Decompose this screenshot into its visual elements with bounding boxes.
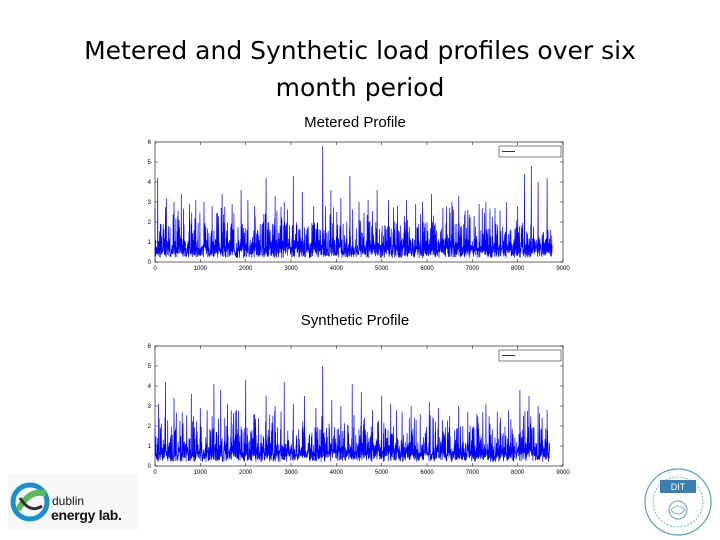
y-tick-label: 2	[148, 220, 152, 226]
x-tick-label: 3000	[284, 470, 298, 476]
y-tick-label: 1	[148, 240, 152, 246]
dit-seal-logo-icon: DIT	[644, 468, 712, 536]
x-tick-label: 2000	[239, 470, 253, 476]
y-tick-label: 3	[148, 200, 152, 206]
legend-box	[498, 145, 562, 158]
x-tick-label: 5000	[375, 470, 389, 476]
y-tick-label: 0	[148, 260, 152, 266]
x-tick-label: 8000	[511, 266, 525, 272]
series-line	[154, 365, 550, 463]
logo-text-dublin: dublin	[52, 494, 85, 508]
slide-title: Metered and Synthetic load profiles over…	[84, 36, 636, 102]
logo-text-energy-lab: energy lab.	[51, 507, 122, 523]
y-tick-label: 1	[148, 444, 152, 450]
chart-metered-profile: 0 1000 2000 3000 4000 5000 6000 7000 8000 9000 0 1 2…	[148, 140, 571, 272]
series-line	[154, 145, 553, 259]
y-tick-label: 3	[148, 404, 152, 410]
y-tick-label: 4	[148, 180, 152, 186]
x-tick-label: 0	[153, 470, 157, 476]
y-tick-label: 5	[148, 364, 152, 370]
y-tick-label: 4	[148, 384, 152, 390]
x-tick-label: 4000	[330, 266, 344, 272]
chart-caption-synthetic: Synthetic Profile	[300, 312, 410, 329]
x-tick-label: 1000	[194, 470, 208, 476]
y-tick-label: 2	[148, 424, 152, 430]
x-tick-label: 9000	[556, 266, 570, 272]
y-tick-label: 6	[148, 140, 152, 146]
chart-caption-metered: Metered Profile	[304, 114, 406, 131]
x-tick-label: 8000	[511, 470, 525, 476]
x-tick-label: 6000	[420, 266, 434, 272]
y-tick-label: 0	[148, 464, 152, 470]
x-tick-label: 7000	[466, 470, 480, 476]
x-tick-label: 9000	[556, 470, 570, 476]
x-tick-label: 4000	[330, 470, 344, 476]
y-tick-label: 6	[148, 344, 152, 350]
x-tick-label: 0	[153, 266, 157, 272]
dit-seal-text: DIT	[671, 482, 686, 492]
x-tick-label: 7000	[466, 266, 480, 272]
y-tick-label: 5	[148, 160, 152, 166]
chart-synthetic-profile: 0 1000 2000 3000 4000 5000 6000 7000 8000 9000 0 1 2…	[148, 344, 571, 476]
x-tick-label: 5000	[375, 266, 389, 272]
x-tick-label: 3000	[284, 266, 298, 272]
x-tick-label: 1000	[194, 266, 208, 272]
dublin-energy-lab-logo-icon	[8, 474, 138, 530]
legend-box	[498, 349, 562, 362]
x-tick-label: 2000	[239, 266, 253, 272]
x-tick-label: 6000	[420, 470, 434, 476]
